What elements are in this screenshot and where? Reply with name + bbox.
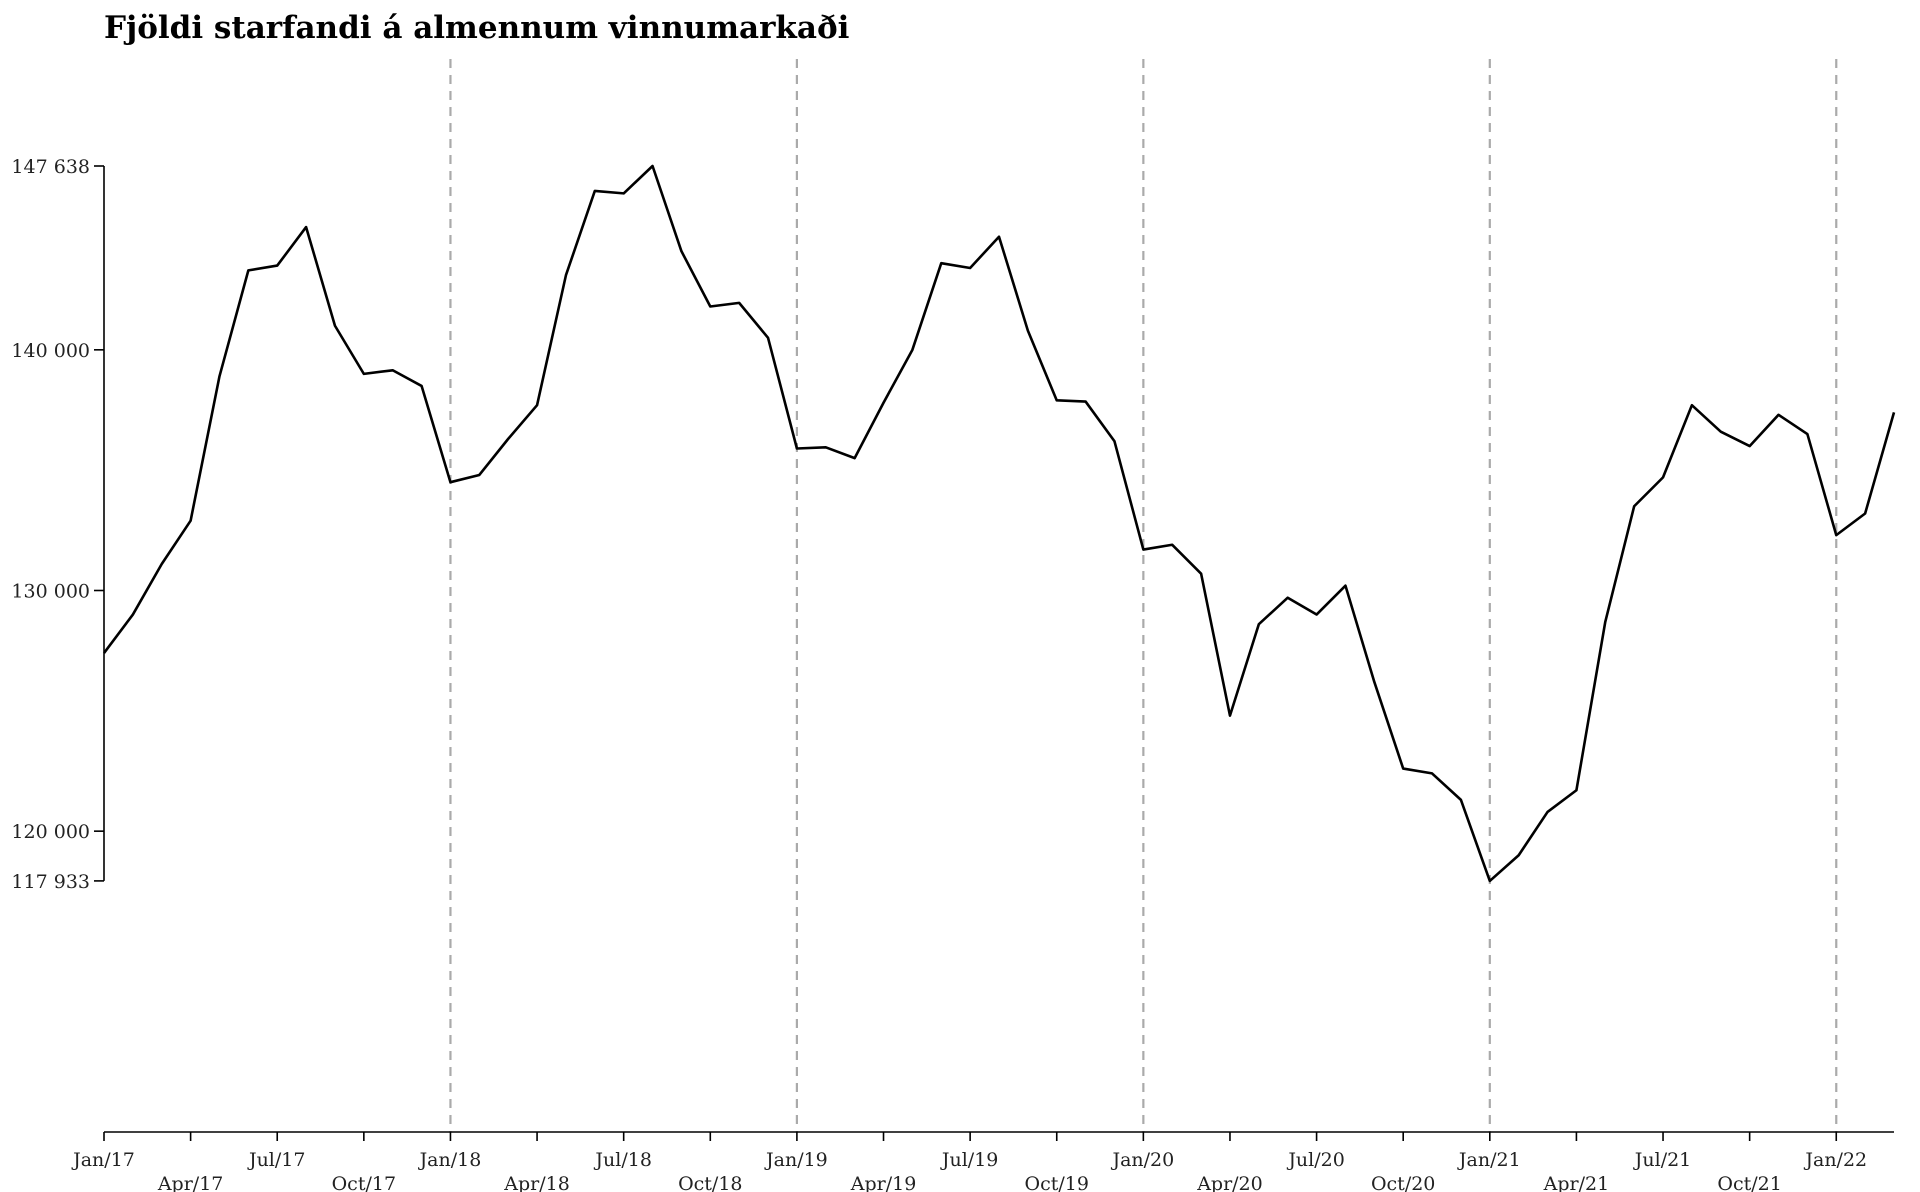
x-tick-label: Jan/22 xyxy=(1803,1149,1867,1171)
x-tick-label: Oct/17 xyxy=(332,1173,396,1192)
x-tick-label: Apr/20 xyxy=(1196,1173,1263,1192)
y-tick-label: 130 000 xyxy=(11,580,90,602)
x-tick-label: Oct/21 xyxy=(1717,1173,1781,1192)
x-tick-label: Jul/19 xyxy=(940,1149,999,1171)
x-tick-label: Jul/20 xyxy=(1286,1149,1345,1171)
x-tick-label: Apr/21 xyxy=(1543,1173,1610,1192)
y-axis: 147 638 140 000 130 000 120 000 117 933 xyxy=(11,156,105,893)
year-divider-lines xyxy=(449,59,1838,1132)
x-tick-label: Jan/17 xyxy=(71,1149,135,1171)
chart-title: Fjöldi starfandi á almennum vinnumarkaði xyxy=(104,10,849,46)
x-tick-label: Apr/19 xyxy=(850,1173,917,1192)
x-tick-label: Jan/21 xyxy=(1457,1149,1521,1171)
y-tick-label: 117 933 xyxy=(11,871,90,893)
series-line xyxy=(102,164,1896,883)
x-tick-label: Apr/18 xyxy=(503,1173,570,1192)
x-tick-label: Oct/20 xyxy=(1371,1173,1435,1192)
x-tick-label: Jul/21 xyxy=(1633,1149,1692,1171)
series-group xyxy=(102,164,1896,883)
x-tick-label: Jan/19 xyxy=(764,1149,828,1171)
x-tick-label: Jul/18 xyxy=(593,1149,652,1171)
x-tick-label: Jul/17 xyxy=(247,1149,306,1171)
x-tick-label: Jan/18 xyxy=(418,1149,482,1171)
x-axis: Jan/17 Apr/17 Jul/17 Oct/17 Jan/18 Apr/18 Jul/… xyxy=(71,1131,1894,1192)
y-tick-label: 140 000 xyxy=(11,340,90,362)
x-tick-label: Jan/20 xyxy=(1110,1149,1174,1171)
x-tick-label: Oct/18 xyxy=(678,1173,742,1192)
x-tick-label: Oct/19 xyxy=(1025,1173,1089,1192)
x-tick-label: Apr/17 xyxy=(157,1173,224,1192)
y-tick-label: 120 000 xyxy=(11,821,90,843)
y-tick-label: 147 638 xyxy=(11,156,90,178)
